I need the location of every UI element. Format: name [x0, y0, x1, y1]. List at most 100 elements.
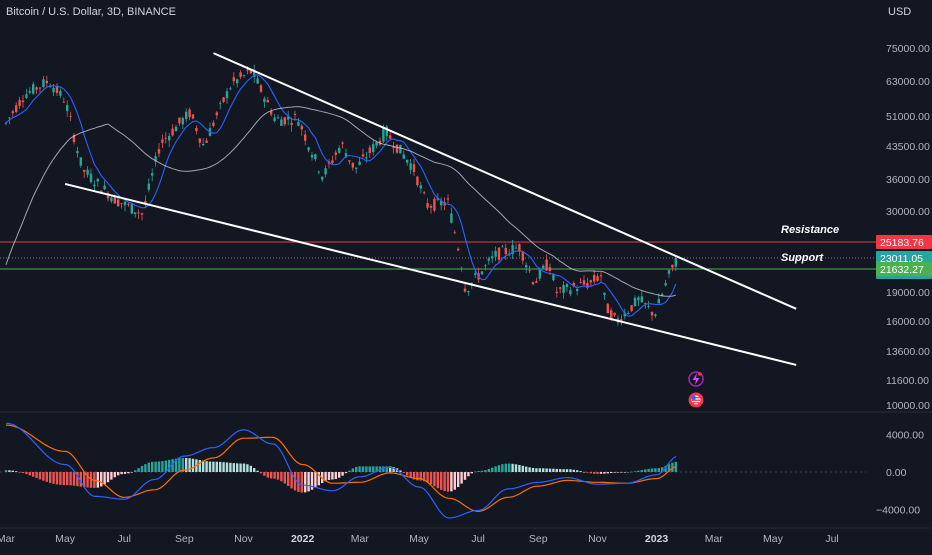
macd-histogram-bar — [331, 472, 334, 480]
candle-body — [582, 280, 586, 285]
candle-body — [450, 213, 453, 223]
resistance-label: Resistance — [781, 224, 839, 236]
candle-body — [633, 297, 637, 306]
macd-histogram-bar — [623, 472, 626, 473]
macd-histogram-bar — [385, 466, 388, 472]
macd-histogram-bar — [181, 457, 184, 472]
candle-body — [86, 169, 89, 175]
macd-histogram-bar — [610, 472, 613, 474]
macd-histogram-bar — [348, 470, 351, 472]
time-axis[interactable]: Mar May Jul Sep Nov 2022 Mar May Jul Sep Nov 2023 Ma… — [0, 527, 932, 545]
macd-histogram-bar — [185, 457, 188, 472]
candle-body — [518, 244, 521, 252]
candle-body — [440, 200, 443, 206]
macd-histogram-bar — [341, 472, 344, 476]
macd-histogram-bar — [412, 472, 416, 480]
candle-body — [569, 290, 572, 295]
grid — [0, 411, 932, 473]
candle-body — [198, 138, 201, 143]
macd-histogram-bar — [521, 465, 524, 472]
macd-histogram-bar — [297, 472, 300, 492]
macd-histogram-bar — [504, 463, 507, 472]
candle-body — [535, 281, 538, 283]
macd-histogram-bar — [134, 470, 137, 472]
macd-histogram-bar — [446, 472, 450, 492]
time-axis-label: Sep — [529, 533, 548, 545]
candle-body — [409, 163, 412, 170]
macd-histogram-bar — [280, 472, 283, 482]
macd-histogram-bar — [283, 472, 286, 484]
candle-body — [123, 201, 127, 206]
candle-body — [157, 149, 161, 154]
macd-histogram-bar — [528, 467, 531, 472]
macd-histogram-bar — [450, 472, 453, 492]
trendlines[interactable] — [64, 52, 797, 366]
macd-histogram-bar — [123, 472, 127, 474]
candle-body — [161, 139, 164, 143]
candle-body — [572, 282, 575, 287]
candle-body — [372, 144, 375, 152]
candle-body — [589, 280, 592, 283]
macd-histogram-bar — [429, 472, 433, 485]
candle-body — [395, 144, 399, 153]
macd-histogram-bar — [474, 471, 477, 473]
macd-histogram-bar — [100, 472, 103, 487]
macd-histogram-bar — [66, 472, 69, 486]
macd-histogram-bar — [596, 472, 599, 474]
candle-body — [120, 203, 123, 204]
macd-histogram-bar — [72, 472, 76, 486]
candle-body — [232, 77, 235, 82]
macd-histogram-bar — [157, 461, 161, 472]
candle-body — [457, 248, 460, 251]
macd-histogram-bar — [572, 469, 575, 472]
macd-histogram-bar — [106, 472, 110, 483]
macd-histogram-bar — [174, 458, 178, 472]
alert-icon[interactable] — [688, 371, 704, 387]
macd-histogram-bar — [494, 466, 497, 472]
macd-histogram-bar — [198, 459, 201, 472]
macd-histogram-bar — [640, 470, 643, 472]
candle-body — [480, 271, 484, 275]
candle-body — [528, 270, 531, 272]
macd-histogram-bar — [569, 469, 572, 472]
candle-body — [538, 269, 541, 279]
macd-histogram-bar — [117, 472, 120, 476]
macd-histogram-bar — [443, 472, 446, 492]
macd-histogram-bar — [79, 472, 82, 487]
candle-body — [504, 247, 507, 255]
macd-histogram-bar — [470, 472, 473, 474]
us-flag-event-icon[interactable] — [688, 392, 704, 408]
currency-label[interactable]: USD — [888, 6, 912, 18]
macd-histogram-bar — [457, 472, 460, 488]
candle-body — [154, 156, 157, 162]
candle-body — [650, 311, 654, 316]
macd-histogram-bar — [110, 472, 113, 480]
macd-histogram-bar — [654, 468, 657, 472]
macd-histogram-bar — [518, 464, 521, 472]
macd-axis-label: −4000.00 — [876, 505, 920, 517]
macd-histogram-bar — [151, 461, 154, 472]
macd-histogram-bar — [18, 472, 21, 473]
macd-histogram-bar — [531, 467, 535, 472]
ma-slow-line — [5, 106, 676, 297]
macd-histogram-bar — [171, 459, 174, 472]
candle-body — [586, 282, 589, 288]
macd-histogram-bar — [368, 466, 371, 472]
support-price-tag — [876, 261, 932, 276]
candle-body — [474, 273, 477, 275]
candle-body — [25, 94, 28, 99]
candle-body — [603, 292, 606, 295]
candle-body — [103, 185, 106, 190]
macd-histogram-bar — [650, 468, 654, 472]
candle-body — [69, 115, 72, 117]
macd-histogram-bar — [419, 472, 422, 481]
macd-histogram-bar — [259, 472, 263, 474]
macd-histogram-bar — [647, 468, 650, 472]
candle-body — [667, 270, 671, 274]
candle-body — [426, 203, 429, 208]
macd-histogram-bar — [406, 472, 409, 476]
price-axis[interactable]: 75000.00 63000.00 51000.00 43500.00 36000.00… — [886, 43, 930, 412]
candle-body — [276, 117, 280, 119]
